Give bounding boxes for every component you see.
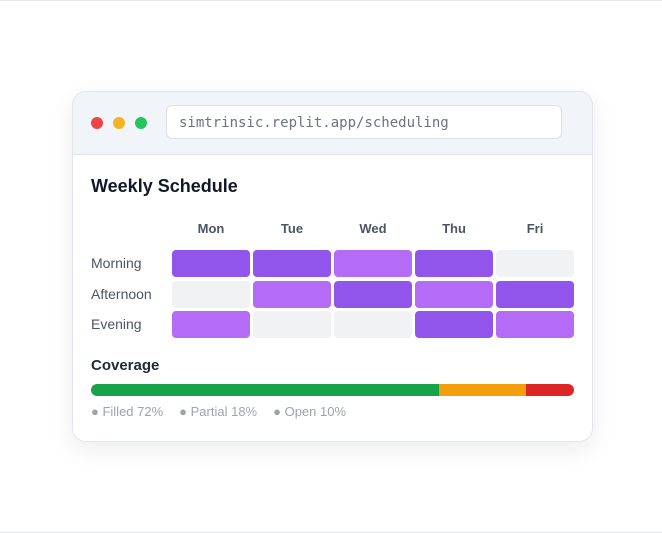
schedule-cell bbox=[415, 250, 493, 277]
schedule-cell bbox=[334, 281, 412, 308]
browser-window: simtrinsic.replit.app/scheduling Weekly … bbox=[72, 91, 593, 442]
schedule-cell bbox=[253, 281, 331, 308]
coverage-segment bbox=[525, 384, 574, 396]
close-button[interactable] bbox=[91, 117, 103, 129]
legend-item: Partial 18% bbox=[179, 404, 257, 419]
schedule-title: Weekly Schedule bbox=[91, 176, 238, 196]
legend-item: Filled 72% bbox=[91, 404, 163, 419]
minimize-button[interactable] bbox=[113, 117, 125, 129]
top-border bbox=[0, 0, 662, 1]
legend-item: Open 10% bbox=[273, 404, 346, 419]
schedule-cell bbox=[415, 311, 493, 338]
row-label: Evening bbox=[91, 316, 142, 332]
coverage-legend: Filled 72% Partial 18% Open 10% bbox=[91, 404, 346, 419]
schedule-cell bbox=[496, 250, 574, 277]
schedule-cell bbox=[415, 281, 493, 308]
coverage-segment bbox=[91, 384, 439, 396]
schedule-cell bbox=[253, 311, 331, 338]
maximize-button[interactable] bbox=[135, 117, 147, 129]
schedule-cell bbox=[253, 250, 331, 277]
address-bar[interactable]: simtrinsic.replit.app/scheduling bbox=[166, 105, 562, 139]
schedule-cell bbox=[334, 250, 412, 277]
day-header: Mon bbox=[197, 221, 225, 236]
day-header: Wed bbox=[359, 221, 387, 236]
coverage-title: Coverage bbox=[91, 357, 160, 374]
schedule-cell bbox=[496, 311, 574, 338]
schedule-cell bbox=[334, 311, 412, 338]
day-header: Fri bbox=[526, 221, 544, 236]
schedule-cell bbox=[496, 281, 574, 308]
row-label: Afternoon bbox=[91, 286, 152, 302]
schedule-cell bbox=[172, 250, 250, 277]
day-header: Tue bbox=[280, 221, 304, 236]
coverage-bar bbox=[91, 384, 574, 396]
coverage-segment bbox=[438, 384, 526, 396]
day-header: Thu bbox=[442, 221, 466, 236]
schedule-cell bbox=[172, 281, 250, 308]
row-label: Morning bbox=[91, 255, 142, 271]
title-bar: simtrinsic.replit.app/scheduling bbox=[73, 92, 592, 155]
schedule-cell bbox=[172, 311, 250, 338]
